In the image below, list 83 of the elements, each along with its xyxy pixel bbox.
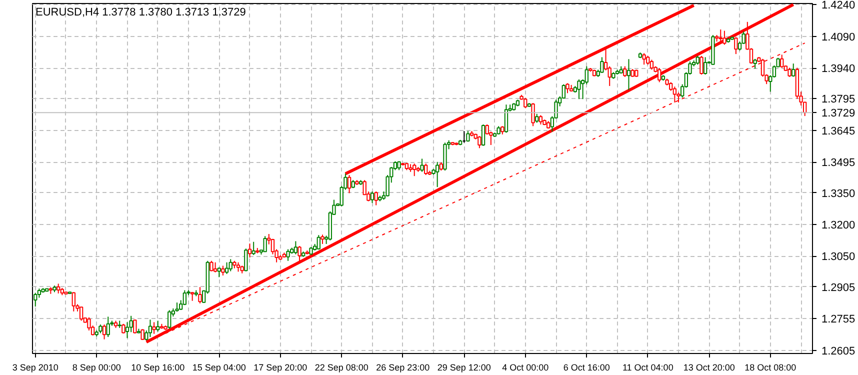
candlestick (263, 236, 267, 252)
candlestick (140, 328, 144, 340)
candlestick (182, 290, 187, 306)
candlestick (504, 104, 508, 134)
candlestick (252, 241, 256, 256)
candlestick (420, 158, 424, 172)
candlestick (531, 102, 535, 127)
x-tick-label: 3 Sep 2010 (12, 362, 58, 372)
candlestick (672, 86, 677, 103)
x-tick-label: 13 Oct 20:00 (683, 362, 735, 372)
y-tick-label: 1.3200 (822, 219, 856, 232)
candlestick (213, 262, 218, 273)
candlestick (294, 240, 298, 255)
x-tick-label: 8 Sep 00:00 (72, 362, 121, 372)
ref-line-label: 1.3729 (822, 108, 856, 120)
x-tick-label: 10 Sep 16:00 (131, 362, 185, 372)
candlestick (700, 55, 704, 76)
candlestick (577, 78, 581, 100)
x-tick-label: 6 Oct 16:00 (563, 362, 610, 372)
candlestick (228, 258, 232, 272)
candlestick (718, 29, 722, 44)
candlestick (788, 67, 792, 78)
candlestick (34, 292, 38, 308)
candlestick (156, 320, 160, 332)
candlestick (148, 319, 152, 338)
candlestick (102, 324, 106, 340)
candlestick (221, 265, 225, 276)
candlestick (316, 234, 320, 250)
candlestick (374, 191, 378, 206)
x-tick-label: 15 Sep 04:00 (192, 362, 246, 372)
y-tick-label: 1.4240 (822, 0, 856, 12)
candlestick (168, 310, 172, 330)
candlestick (217, 266, 221, 278)
candlestick (642, 52, 646, 66)
y-tick-label: 1.3350 (822, 188, 856, 200)
y-tick-label: 1.3795 (822, 94, 856, 106)
x-tick-label: 26 Sep 23:00 (376, 362, 430, 372)
candlestick (56, 283, 60, 294)
y-tick-label: 1.3645 (822, 125, 856, 138)
y-tick-label: 1.4090 (822, 31, 856, 44)
x-tick-label: 22 Sep 08:00 (314, 362, 368, 372)
y-tick-label: 1.3940 (822, 63, 856, 75)
candlestick (760, 58, 765, 78)
x-tick-label: 18 Oct 08:00 (744, 362, 796, 372)
candlestick (133, 319, 137, 334)
candlestick (286, 248, 290, 262)
chart-title: EURUSD,H4 1.3778 1.3780 1.3713 1.3729 (36, 6, 246, 18)
candlestick (79, 306, 84, 322)
candlestick (106, 316, 110, 338)
candlestick (224, 262, 229, 274)
candlestick (600, 56, 604, 74)
candlestick (424, 163, 428, 176)
candlestick (122, 323, 126, 334)
x-tick-label: 17 Sep 20:00 (254, 362, 308, 372)
candlestick (626, 58, 631, 90)
candlestick (524, 98, 528, 108)
candlestick (236, 262, 240, 272)
candlestick (175, 302, 179, 312)
x-tick-label: 11 Oct 04:00 (622, 362, 674, 372)
y-tick-label: 1.2905 (822, 282, 856, 294)
candlestick (298, 246, 302, 263)
candlestick (703, 56, 708, 76)
candlestick (72, 292, 76, 312)
y-tick-label: 1.3050 (822, 251, 856, 264)
candlestick (198, 286, 202, 304)
y-tick-label: 1.2755 (822, 314, 856, 326)
candlestick (435, 161, 440, 188)
candlestick (650, 59, 654, 70)
candlestick (658, 68, 662, 83)
x-tick-label: 4 Oct 00:00 (502, 362, 549, 372)
candlestick (152, 322, 156, 334)
x-tick-label: 29 Sep 12:00 (437, 362, 491, 372)
y-tick-label: 1.3495 (822, 157, 856, 170)
candlestick (734, 36, 738, 55)
candlestick (244, 248, 248, 272)
candlestick (722, 30, 726, 46)
candlestick (780, 54, 784, 68)
candlestick (481, 124, 486, 146)
candlestick (538, 114, 543, 125)
candlestick (412, 163, 416, 177)
y-tick-label: 1.2605 (822, 345, 856, 358)
candlestick (623, 66, 627, 78)
candlestick (370, 191, 374, 204)
